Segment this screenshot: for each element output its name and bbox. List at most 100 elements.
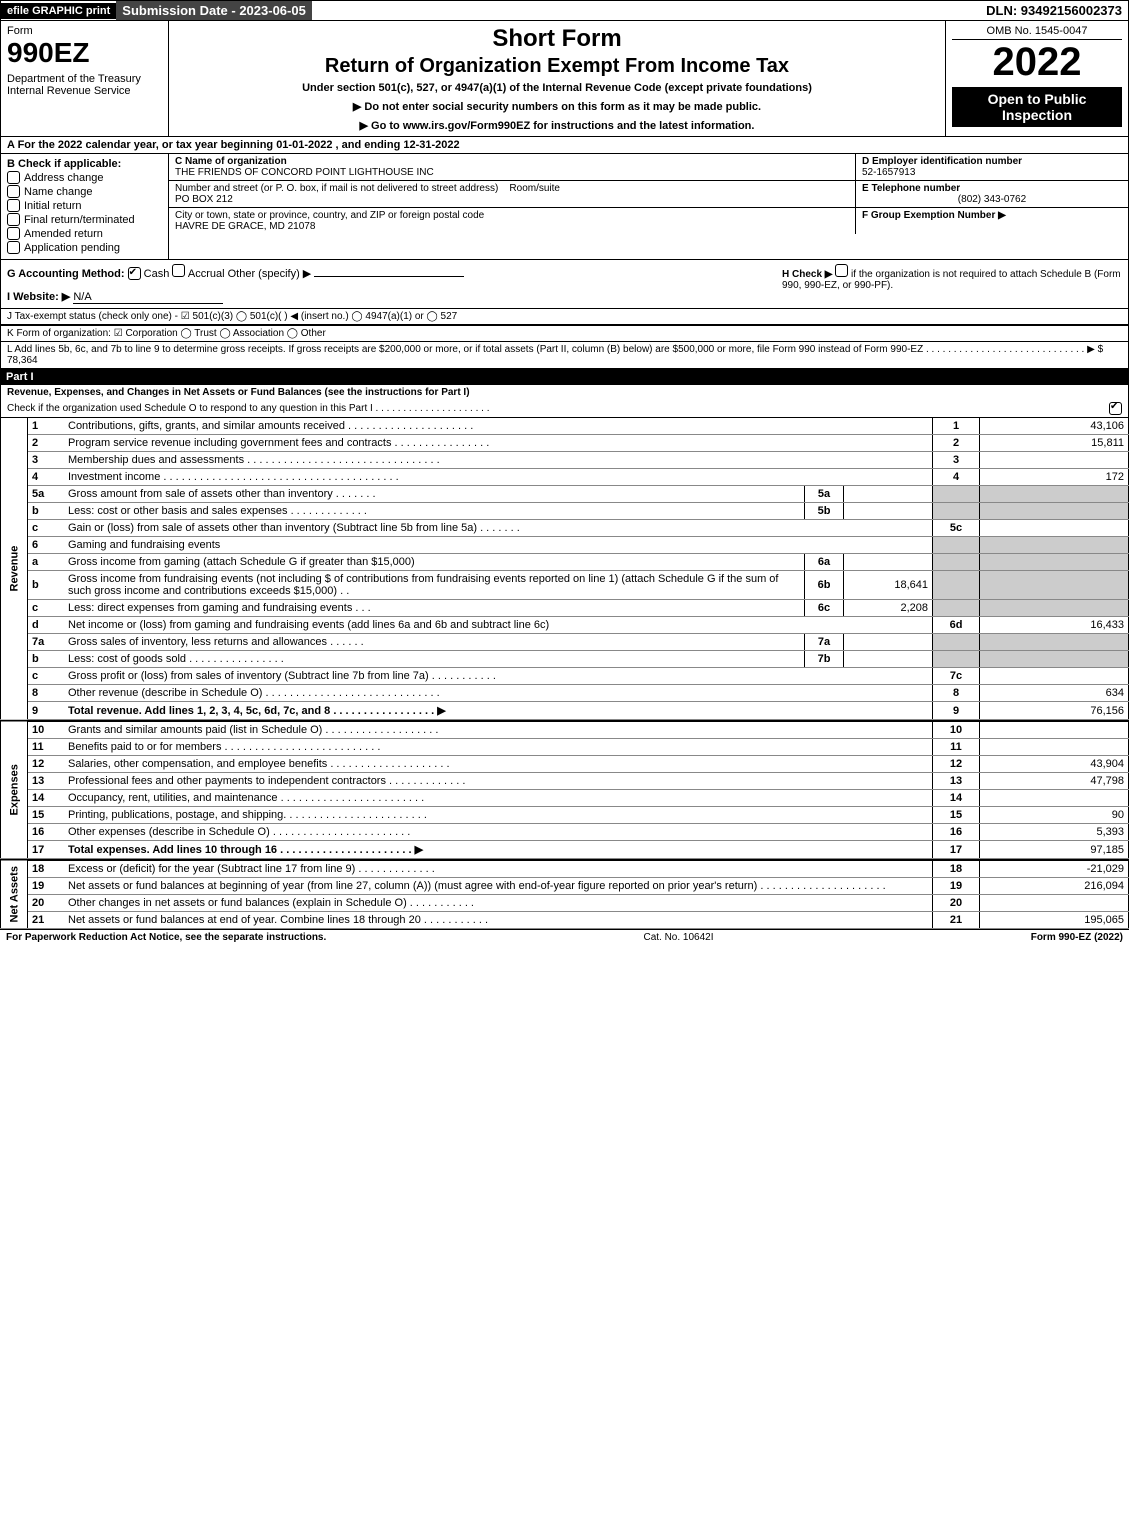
sub-no: 6c [805, 600, 844, 617]
amt-col: 43,904 [980, 756, 1129, 773]
footer-left: For Paperwork Reduction Act Notice, see … [6, 932, 326, 943]
line-no: 12 [28, 756, 65, 773]
h-checkbox[interactable] [835, 264, 848, 277]
form-number: 990EZ [7, 37, 162, 69]
line-3: 3Membership dues and assessments . . . .… [1, 452, 1129, 469]
top-bar: efile GRAPHIC print Submission Date - 20… [0, 0, 1129, 21]
efile-print-button[interactable]: efile GRAPHIC print [1, 3, 116, 19]
num-col: 2 [933, 435, 980, 452]
amt-col: 16,433 [980, 617, 1129, 634]
line-d: dNet income or (loss) from gaming and fu… [1, 617, 1129, 634]
other-label: Other (specify) ▶ [228, 268, 312, 280]
sub-amt [844, 554, 933, 571]
org-name-cell: C Name of organization THE FRIENDS OF CO… [169, 154, 856, 180]
line-no: 7a [28, 634, 65, 651]
num-col [933, 571, 980, 600]
form-title-block: Short Form Return of Organization Exempt… [169, 21, 946, 136]
check-name-change[interactable]: Name change [7, 185, 162, 198]
check-final-return-terminated[interactable]: Final return/terminated [7, 213, 162, 226]
line-no: 2 [28, 435, 65, 452]
line-no: c [28, 520, 65, 537]
section-g-h-i: G Accounting Method: Cash Accrual Other … [0, 260, 1129, 309]
line-desc: Contributions, gifts, grants, and simila… [64, 418, 933, 435]
city-label: City or town, state or province, country… [175, 210, 484, 221]
line-no: c [28, 600, 65, 617]
accrual-label: Accrual [188, 268, 225, 280]
line-5a: 5aGross amount from sale of assets other… [1, 486, 1129, 503]
page-footer: For Paperwork Reduction Act Notice, see … [0, 929, 1129, 945]
line-desc: Gross amount from sale of assets other t… [64, 486, 805, 503]
line-12: 12Salaries, other compensation, and empl… [1, 756, 1129, 773]
num-col: 9 [933, 702, 980, 720]
check-address-change[interactable]: Address change [7, 171, 162, 184]
line-no: 10 [28, 721, 65, 739]
line-11: 11Benefits paid to or for members . . . … [1, 739, 1129, 756]
check-application-pending[interactable]: Application pending [7, 241, 162, 254]
num-col: 17 [933, 841, 980, 859]
form-label: Form [7, 25, 162, 37]
line-no: a [28, 554, 65, 571]
num-col: 14 [933, 790, 980, 807]
num-col: 5c [933, 520, 980, 537]
amt-col [980, 486, 1129, 503]
website-line: I Website: ▶ N/A [7, 290, 782, 304]
num-col: 15 [933, 807, 980, 824]
sub-amt [844, 651, 933, 668]
sub-no: 6b [805, 571, 844, 600]
line-desc: Other revenue (describe in Schedule O) .… [64, 685, 933, 702]
open-public: Open to Public Inspection [952, 87, 1122, 127]
line-desc: Printing, publications, postage, and shi… [64, 807, 933, 824]
accounting-method: G Accounting Method: Cash Accrual Other … [7, 264, 782, 280]
check-initial-return[interactable]: Initial return [7, 199, 162, 212]
num-col: 13 [933, 773, 980, 790]
sub-amt: 2,208 [844, 600, 933, 617]
net-assets-table: Net Assets18Excess or (deficit) for the … [0, 859, 1129, 929]
main-title: Return of Organization Exempt From Incom… [179, 55, 935, 78]
sub-amt [844, 503, 933, 520]
num-col [933, 634, 980, 651]
check-amended-return[interactable]: Amended return [7, 227, 162, 240]
num-col: 3 [933, 452, 980, 469]
line-desc: Excess or (deficit) for the year (Subtra… [64, 860, 933, 878]
line-desc: Benefits paid to or for members . . . . … [64, 739, 933, 756]
line-no: 8 [28, 685, 65, 702]
line-13: 13Professional fees and other payments t… [1, 773, 1129, 790]
line-no: 19 [28, 878, 65, 895]
amt-col [980, 520, 1129, 537]
h-text: if the organization is not required to a… [782, 269, 1121, 291]
line-21: 21Net assets or fund balances at end of … [1, 912, 1129, 929]
line-20: 20Other changes in net assets or fund ba… [1, 895, 1129, 912]
amt-col: 15,811 [980, 435, 1129, 452]
short-form-title: Short Form [179, 25, 935, 53]
instruction-2: ▶ Go to www.irs.gov/Form990EZ for instru… [179, 119, 935, 132]
line-6: 6Gaming and fundraising events [1, 537, 1129, 554]
line-no: 20 [28, 895, 65, 912]
line-4: 4Investment income . . . . . . . . . . .… [1, 469, 1129, 486]
f-label: F Group Exemption Number ▶ [862, 210, 1006, 221]
side-expenses: Expenses [1, 721, 28, 859]
accrual-checkbox[interactable] [172, 264, 185, 277]
line-b: bLess: cost of goods sold . . . . . . . … [1, 651, 1129, 668]
line-9: 9Total revenue. Add lines 1, 2, 3, 4, 5c… [1, 702, 1129, 720]
amt-col: 97,185 [980, 841, 1129, 859]
line-a: aGross income from gaming (attach Schedu… [1, 554, 1129, 571]
website-label: I Website: ▶ [7, 291, 70, 303]
side-net assets: Net Assets [1, 860, 28, 929]
org-info-block: B Check if applicable: Address changeNam… [0, 154, 1129, 260]
line-desc: Total revenue. Add lines 1, 2, 3, 4, 5c,… [64, 702, 933, 720]
form-identifier: Form 990EZ Department of the Treasury In… [1, 21, 169, 136]
num-col: 20 [933, 895, 980, 912]
line-j: J Tax-exempt status (check only one) - ☑… [0, 309, 1129, 325]
section-h: H Check ▶ if the organization is not req… [782, 264, 1122, 304]
sub-no: 7a [805, 634, 844, 651]
cash-label: Cash [144, 268, 170, 280]
line-7a: 7aGross sales of inventory, less returns… [1, 634, 1129, 651]
num-col [933, 503, 980, 520]
cash-checkbox[interactable] [128, 267, 141, 280]
sub-amt: 18,641 [844, 571, 933, 600]
amt-col: 5,393 [980, 824, 1129, 841]
num-col: 10 [933, 721, 980, 739]
amt-col: 216,094 [980, 878, 1129, 895]
amt-col [980, 739, 1129, 756]
schedule-o-checkbox[interactable] [1109, 402, 1122, 415]
